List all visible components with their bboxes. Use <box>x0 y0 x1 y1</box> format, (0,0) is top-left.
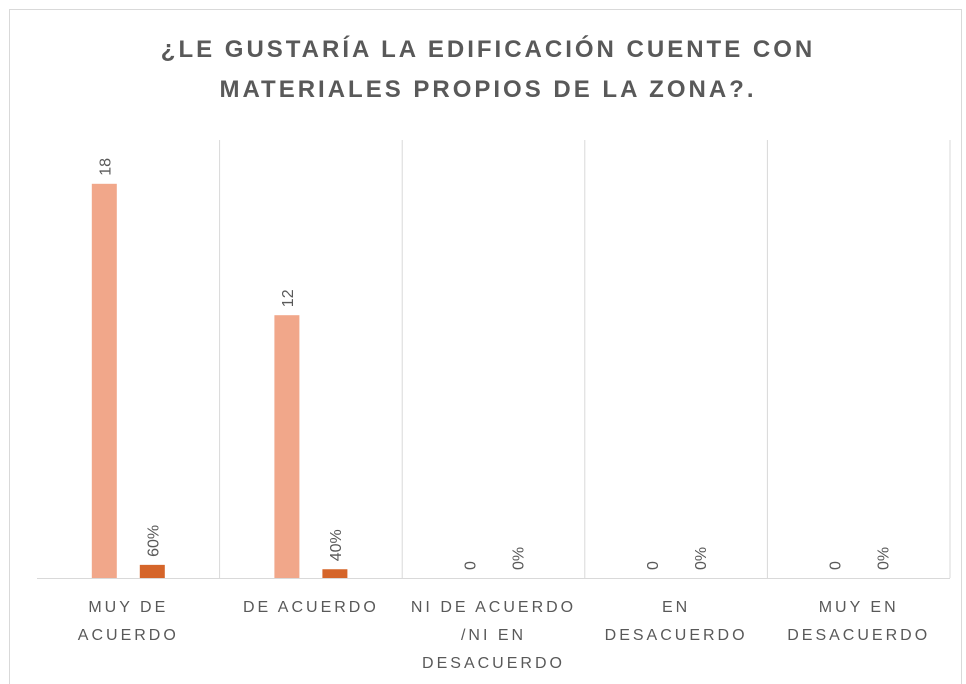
x-tick-label: NI DE ACUERDO/NI EN DESACUERDO <box>411 599 576 672</box>
x-tick-label: MUY EN DESACUERDO <box>787 599 930 644</box>
data-label: 0 <box>828 561 845 570</box>
chart-title: ¿LE GUSTARÍA LA EDIFICACIÓN CUENTE CON MA… <box>161 35 815 103</box>
data-label: 0% <box>693 547 710 570</box>
chart-border <box>9 9 962 684</box>
data-label: 60% <box>145 525 162 557</box>
data-label: 40% <box>328 529 345 561</box>
bar <box>91 183 117 579</box>
data-label: 0% <box>511 547 528 570</box>
data-label: 0% <box>876 547 893 570</box>
data-label: 0 <box>463 561 480 570</box>
bar <box>274 315 300 578</box>
data-label: 12 <box>280 289 297 307</box>
bar <box>322 569 348 578</box>
x-tick-label: MUY DE ACUERDO <box>78 599 179 644</box>
x-tick-label: EN DESACUERDO <box>605 599 748 644</box>
data-label: 0 <box>645 561 662 570</box>
x-tick-label: DE ACUERDO <box>243 599 379 616</box>
bar <box>139 564 165 578</box>
data-label: 18 <box>97 158 114 176</box>
